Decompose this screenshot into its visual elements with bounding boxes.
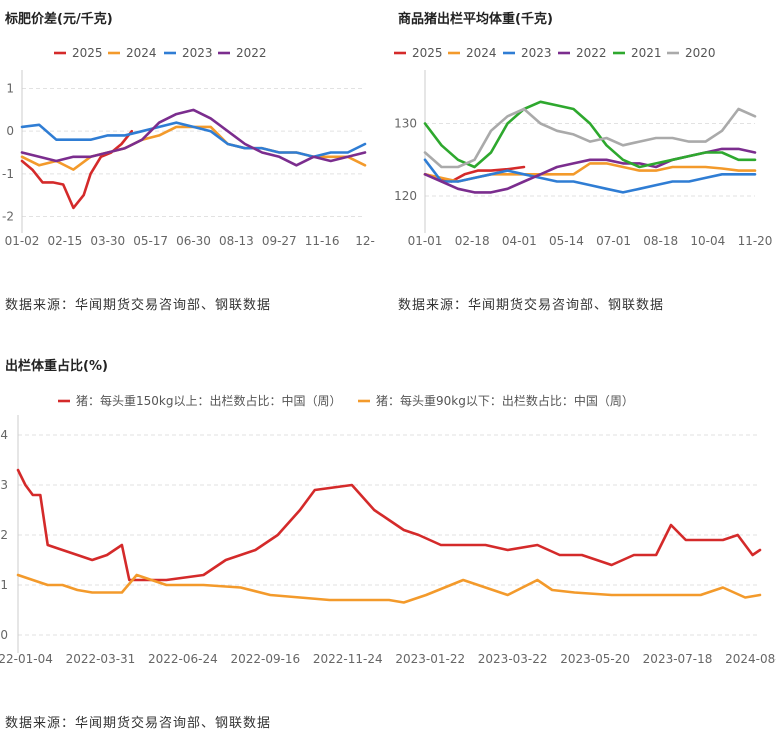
legend-label: 2021 xyxy=(631,46,662,60)
x-tick-label: 2023-07-18 xyxy=(643,652,713,666)
x-tick-label: 07-01 xyxy=(596,234,631,248)
y-tick-label: -2 xyxy=(2,209,14,223)
x-tick-label: 12- xyxy=(355,234,375,248)
y-tick-label: 3 xyxy=(0,478,8,492)
slaughter-weight-source: 数据来源：华闻期货交易咨询部、钢联数据 xyxy=(398,298,665,313)
x-tick-label: 01-02 xyxy=(5,234,40,248)
fat-spread-title: 标肥价差(元/千克) xyxy=(5,12,113,27)
x-tick-label: 10-04 xyxy=(690,234,725,248)
x-tick-label: 11-20 xyxy=(738,234,773,248)
x-tick-label: 2022-06-24 xyxy=(148,652,218,666)
series-line-2 xyxy=(20,121,367,159)
x-tick-label: 2023-01-22 xyxy=(395,652,465,666)
y-tick-label: 0 xyxy=(6,124,14,138)
x-tick-label: 2023-05-20 xyxy=(560,652,630,666)
legend-label: 2020 xyxy=(685,46,716,60)
y-tick-label: 4 xyxy=(0,428,8,442)
y-tick-label: -1 xyxy=(2,167,14,181)
x-tick-label: 05-14 xyxy=(549,234,584,248)
legend-label: 2022 xyxy=(576,46,607,60)
x-tick-label: 01-01 xyxy=(408,234,443,248)
x-tick-label: 09-27 xyxy=(262,234,297,248)
y-tick-label: 130 xyxy=(394,117,417,131)
weight-share-title: 出栏体重占比(%) xyxy=(5,359,108,374)
x-tick-label: 2022-11-24 xyxy=(313,652,383,666)
legend-label: 2024 xyxy=(126,46,157,60)
weight-share-source: 数据来源：华闻期货交易咨询部、钢联数据 xyxy=(5,716,272,731)
series-line-1 xyxy=(16,573,762,604)
x-tick-label: 08-18 xyxy=(643,234,678,248)
y-tick-label: 1 xyxy=(6,82,14,96)
fat-spread-source: 数据来源：华闻期货交易咨询部、钢联数据 xyxy=(5,298,272,313)
legend-label: 猪：每头重150kg以上：出栏数占比：中国（周） xyxy=(76,393,341,408)
legend-label: 2025 xyxy=(72,46,103,60)
x-tick-label: 02-15 xyxy=(47,234,82,248)
series-line-4 xyxy=(423,100,757,169)
x-tick-label: 02-18 xyxy=(455,234,490,248)
x-tick-label: 03-30 xyxy=(90,234,125,248)
legend-label: 2022 xyxy=(236,46,267,60)
x-tick-label: 08-13 xyxy=(219,234,254,248)
x-tick-label: 2022-01-04 xyxy=(0,652,53,666)
series-line-5 xyxy=(423,107,757,169)
y-tick-label: 1 xyxy=(0,578,8,592)
legend-label: 猪：每头重90kg以下：出栏数占比：中国（周） xyxy=(376,393,634,408)
x-tick-label: 11-16 xyxy=(305,234,340,248)
series-line-2 xyxy=(423,158,757,194)
series-line-0 xyxy=(16,468,762,582)
x-tick-label: 04-01 xyxy=(502,234,537,248)
y-tick-label: 2 xyxy=(0,528,8,542)
legend-label: 2023 xyxy=(182,46,213,60)
legend-label: 2025 xyxy=(412,46,443,60)
x-tick-label: 2023-03-22 xyxy=(478,652,548,666)
x-tick-label: 2022-09-16 xyxy=(230,652,300,666)
y-tick-label: 0 xyxy=(0,628,8,642)
x-tick-label: 06-30 xyxy=(176,234,211,248)
x-tick-label: 2022-03-31 xyxy=(66,652,136,666)
x-tick-label: 05-17 xyxy=(133,234,168,248)
slaughter-weight-title: 商品猪出栏平均体重(千克) xyxy=(398,12,553,27)
legend-label: 2024 xyxy=(466,46,497,60)
legend-label: 2023 xyxy=(521,46,552,60)
x-tick-label: 2024-08-30 xyxy=(725,652,776,666)
series-line-3 xyxy=(20,108,367,167)
y-tick-label: 120 xyxy=(394,189,417,203)
